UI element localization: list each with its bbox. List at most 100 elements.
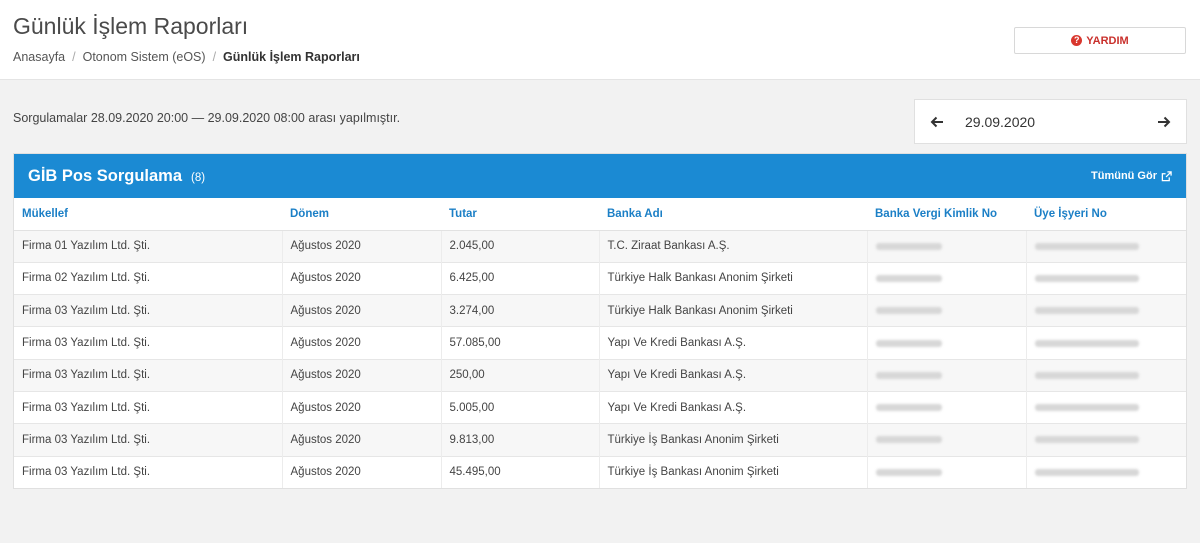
cell-donem: Ağustos 2020 [281, 455, 441, 489]
arrow-right-icon [1158, 116, 1171, 127]
cell-donem: Ağustos 2020 [281, 358, 441, 392]
redacted-value [1034, 404, 1139, 412]
breadcrumb-separator: / [72, 50, 76, 64]
cell-banka-vkn [866, 229, 1026, 263]
cell-donem: Ağustos 2020 [281, 229, 441, 263]
redacted-value [875, 468, 942, 476]
redacted-value [1034, 468, 1139, 476]
cell-banka-vkn [866, 294, 1026, 327]
cell-donem: Ağustos 2020 [281, 390, 441, 424]
help-button-label: YARDIM [1086, 34, 1129, 47]
cell-donem: Ağustos 2020 [281, 261, 441, 295]
pos-table: Mükellef Dönem Tutar Banka Adı Banka Ver… [14, 198, 1186, 489]
cell-mukellef: Firma 03 Yazılım Ltd. Şti. [14, 390, 282, 424]
redacted-value [1034, 274, 1139, 282]
cell-mukellef: Firma 03 Yazılım Ltd. Şti. [14, 294, 282, 327]
external-link-icon [1161, 170, 1172, 181]
cell-banka-vkn [866, 390, 1026, 424]
redacted-value [875, 242, 942, 250]
arrow-left-icon [930, 116, 943, 127]
redacted-value [1034, 242, 1139, 250]
table-row[interactable]: Firma 02 Yazılım Ltd. Şti. Ağustos 2020 6.… [14, 261, 1186, 295]
cell-uye-isyeri [1025, 326, 1186, 360]
redacted-value [875, 436, 942, 444]
page-header: Günlük İşlem Raporları Anasayfa / Otonom… [0, 0, 1200, 80]
panel-count: (8) [191, 171, 206, 184]
redacted-value [875, 371, 942, 379]
cell-tutar: 6.425,00 [440, 261, 599, 295]
col-banka-vkn[interactable]: Banka Vergi Kimlik No [867, 198, 1026, 231]
cell-mukellef: Firma 03 Yazılım Ltd. Şti. [14, 358, 282, 392]
cell-mukellef: Firma 02 Yazılım Ltd. Şti. [14, 261, 282, 295]
cell-uye-isyeri [1025, 423, 1186, 457]
gib-pos-panel: GİB Pos Sorgulama (8) Tümünü Gör Mükelle… [13, 153, 1187, 490]
cell-banka: Yapı Ve Kredi Bankası A.Ş. [598, 358, 867, 392]
cell-tutar: 5.005,00 [440, 390, 599, 424]
cell-banka-vkn [866, 261, 1026, 295]
table-row[interactable]: Firma 03 Yazılım Ltd. Şti. Ağustos 2020 3.… [14, 294, 1186, 327]
table-row[interactable]: Firma 03 Yazılım Ltd. Şti. Ağustos 2020 45… [14, 455, 1186, 489]
breadcrumb-eos[interactable]: Otonom Sistem (eOS) [82, 50, 206, 64]
prev-date-button[interactable] [915, 100, 959, 143]
redacted-value [1034, 339, 1139, 347]
col-mukellef[interactable]: Mükellef [14, 198, 282, 231]
cell-banka: Türkiye İş Bankası Anonim Şirketi [598, 423, 867, 457]
view-all-link[interactable]: Tümünü Gör [1091, 170, 1172, 182]
cell-uye-isyeri [1025, 229, 1186, 263]
table-row[interactable]: Firma 03 Yazılım Ltd. Şti. Ağustos 2020 5.… [14, 390, 1186, 424]
help-button[interactable]: ? YARDIM [1014, 27, 1186, 54]
panel-header: GİB Pos Sorgulama (8) Tümünü Gör [14, 154, 1186, 198]
cell-banka-vkn [866, 358, 1026, 392]
cell-banka-vkn [866, 326, 1026, 360]
cell-uye-isyeri [1025, 358, 1186, 392]
cell-banka-vkn [866, 455, 1026, 489]
table-header-row: Mükellef Dönem Tutar Banka Adı Banka Ver… [14, 198, 1186, 231]
table-row[interactable]: Firma 03 Yazılım Ltd. Şti. Ağustos 2020 57… [14, 326, 1186, 360]
col-tutar[interactable]: Tutar [441, 198, 599, 231]
col-uye-isyeri[interactable]: Üye İşyeri No [1026, 198, 1186, 231]
cell-mukellef: Firma 01 Yazılım Ltd. Şti. [14, 229, 282, 263]
cell-banka: Türkiye Halk Bankası Anonim Şirketi [598, 294, 867, 327]
cell-donem: Ağustos 2020 [281, 423, 441, 457]
redacted-value [875, 339, 942, 347]
cell-banka: Türkiye İş Bankası Anonim Şirketi [598, 455, 867, 489]
cell-tutar: 45.495,00 [440, 455, 599, 489]
cell-uye-isyeri [1025, 294, 1186, 327]
redacted-value [1034, 371, 1139, 379]
cell-banka: Türkiye Halk Bankası Anonim Şirketi [598, 261, 867, 295]
redacted-value [875, 274, 942, 282]
col-banka[interactable]: Banka Adı [599, 198, 867, 231]
cell-banka: Yapı Ve Kredi Bankası A.Ş. [598, 326, 867, 360]
cell-tutar: 57.085,00 [440, 326, 599, 360]
breadcrumb-separator: / [212, 50, 217, 64]
redacted-value [875, 307, 942, 315]
redacted-value [1034, 436, 1139, 444]
question-circle-icon: ? [1071, 35, 1083, 46]
table-row[interactable]: Firma 03 Yazılım Ltd. Şti. Ağustos 2020 25… [14, 358, 1186, 392]
panel-title: GİB Pos Sorgulama [28, 166, 183, 185]
page-title: Günlük İşlem Raporları [13, 13, 249, 39]
selected-date[interactable]: 29.09.2020 [965, 113, 1036, 130]
cell-mukellef: Firma 03 Yazılım Ltd. Şti. [14, 326, 282, 360]
cell-donem: Ağustos 2020 [281, 294, 441, 327]
cell-donem: Ağustos 2020 [281, 326, 441, 360]
breadcrumb-current: Günlük İşlem Raporları [223, 50, 360, 64]
cell-tutar: 2.045,00 [440, 229, 599, 263]
breadcrumb-home[interactable]: Anasayfa [13, 50, 66, 64]
cell-tutar: 3.274,00 [440, 294, 599, 327]
redacted-value [875, 404, 942, 412]
table-row[interactable]: Firma 03 Yazılım Ltd. Şti. Ağustos 2020 9.… [14, 423, 1186, 457]
cell-banka: Yapı Ve Kredi Bankası A.Ş. [598, 390, 867, 424]
table-row[interactable]: Firma 01 Yazılım Ltd. Şti. Ağustos 2020 2.… [14, 229, 1186, 263]
redacted-value [1034, 307, 1139, 315]
cell-tutar: 250,00 [440, 358, 599, 392]
col-donem[interactable]: Dönem [282, 198, 441, 231]
cell-mukellef: Firma 03 Yazılım Ltd. Şti. [14, 423, 282, 457]
cell-banka-vkn [866, 423, 1026, 457]
breadcrumb: Anasayfa / Otonom Sistem (eOS) / Günlük … [13, 50, 360, 64]
next-date-button[interactable] [1142, 100, 1186, 143]
cell-uye-isyeri [1025, 455, 1186, 489]
view-all-label: Tümünü Gör [1091, 170, 1157, 182]
cell-banka: T.C. Ziraat Bankası A.Ş. [598, 229, 867, 263]
date-navigator: 29.09.2020 [914, 99, 1187, 144]
